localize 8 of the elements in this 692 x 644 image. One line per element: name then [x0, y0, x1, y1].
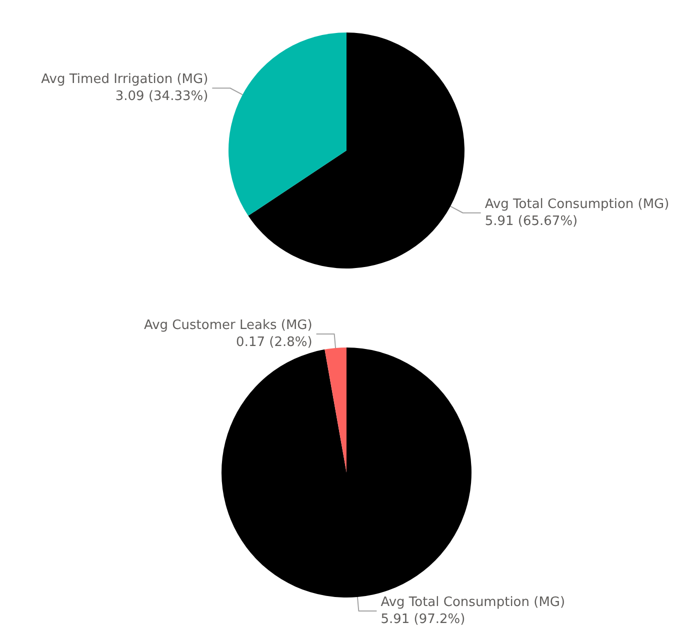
- slice-label: Avg Customer Leaks (MG): [144, 318, 312, 334]
- data-label: 5.91 (97.2%): [380, 612, 466, 627]
- slice-label: Avg Total Consumption (MG): [484, 196, 670, 212]
- slice-label: Avg Total Consumption (MG): [380, 594, 566, 610]
- data-label: 0.17 (2.8%): [236, 335, 312, 350]
- slice-label: Avg Timed Irrigation (MG): [41, 72, 208, 88]
- data-label: 5.91 (65.67%): [484, 214, 578, 229]
- data-label: 3.09 (34.33%): [115, 89, 208, 104]
